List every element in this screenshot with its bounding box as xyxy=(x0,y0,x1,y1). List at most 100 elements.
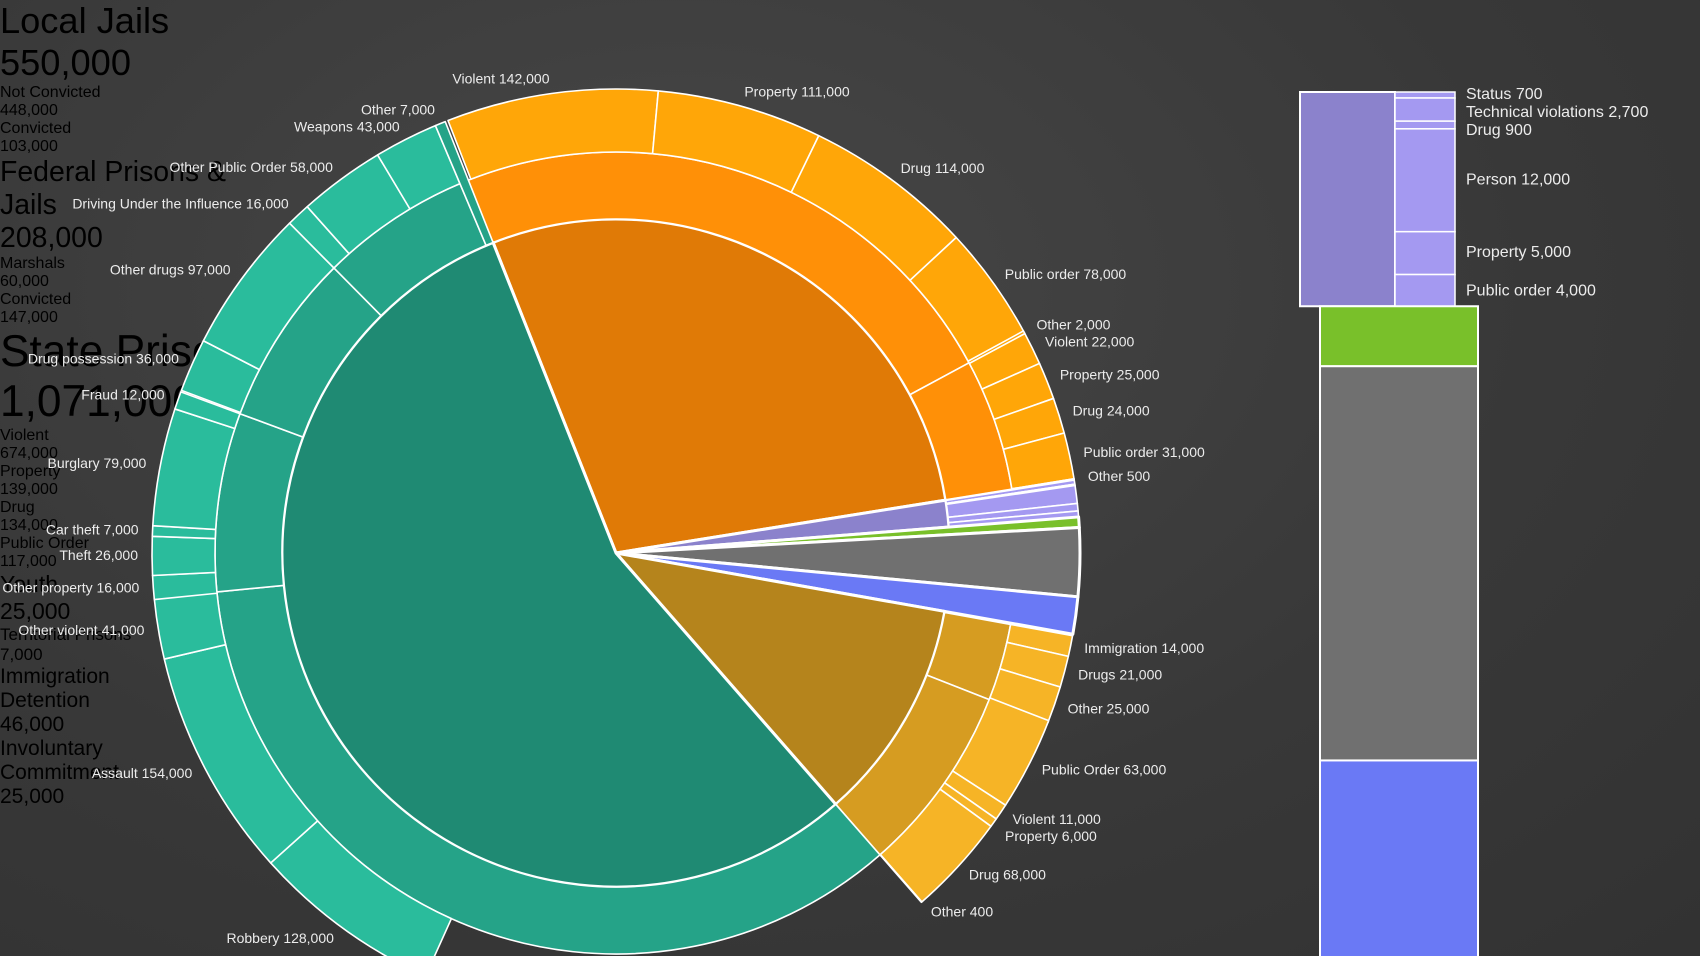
label-value: 103,000 xyxy=(0,138,58,155)
label-value: 16,000 xyxy=(96,579,139,595)
label-value: 21,000 xyxy=(1119,666,1162,682)
label-name: Property xyxy=(1466,244,1526,261)
outer-label: Theft 26,000 xyxy=(59,547,138,563)
label-name: Drug xyxy=(0,499,35,516)
slice-label: Territorial Prisons 7,000 xyxy=(0,625,131,665)
side-label: Drug 900 xyxy=(1466,122,1532,139)
outer-label: Public order 31,000 xyxy=(1083,444,1205,460)
label-value: 78,000 xyxy=(1083,266,1126,282)
label-name: Youth xyxy=(0,571,58,597)
label-value: 58,000 xyxy=(290,159,333,175)
side-bar-segment xyxy=(1319,759,1479,956)
label-value: 1,071,000 xyxy=(0,377,197,426)
label-value: 31,000 xyxy=(1162,444,1205,460)
label-name: Other Public Order xyxy=(169,159,286,175)
label-value: 79,000 xyxy=(104,455,147,471)
side-bar-subsegment xyxy=(1394,91,1456,99)
side-bar-subsegment xyxy=(1394,230,1456,276)
slice-label: Property 139,000 xyxy=(0,463,60,499)
label-name: Territorial Prisons xyxy=(0,625,132,644)
label-value: 25,000 xyxy=(0,598,71,624)
outer-label: Robbery 128,000 xyxy=(227,930,335,946)
label-value: 134,000 xyxy=(0,517,58,534)
label-value: 7,000 xyxy=(400,101,435,117)
label-value: 4,000 xyxy=(1556,283,1596,300)
label-name: Public order xyxy=(1466,283,1552,300)
slice xyxy=(434,120,494,247)
outer-label: Other 2,000 xyxy=(1036,316,1110,332)
side-bar-subsegment xyxy=(1394,97,1456,122)
label-name: Violent xyxy=(1013,811,1056,827)
outer-label: Drug 68,000 xyxy=(969,866,1046,882)
label-value: 43,000 xyxy=(357,118,400,134)
label-name: Other xyxy=(361,101,396,117)
label-name: Drug xyxy=(901,160,931,176)
label-value: 7,000 xyxy=(0,645,43,664)
label-value: 12,000 xyxy=(122,386,165,402)
label-value: 12,000 xyxy=(1521,171,1570,188)
outer-label: Other 25,000 xyxy=(1068,700,1150,716)
outer-label: Violent 22,000 xyxy=(1045,333,1134,349)
label-value: 400 xyxy=(970,903,994,919)
label-name: Property xyxy=(1005,828,1058,844)
outer-label: Fraud 12,000 xyxy=(81,386,165,402)
slice-label: Youth 25,000 xyxy=(0,571,70,625)
label-name: Other property xyxy=(2,579,92,595)
label-name: Other xyxy=(1068,700,1103,716)
label-name: Driving Under the Influence xyxy=(72,195,242,211)
label-value: 63,000 xyxy=(1123,761,1166,777)
label-name: Status xyxy=(1466,86,1511,103)
side-label: Status 700 xyxy=(1466,86,1543,103)
label-value: 900 xyxy=(1505,122,1532,139)
label-value: 68,000 xyxy=(1003,866,1046,882)
outer-label: Property 111,000 xyxy=(744,83,850,99)
label-name: Immigration Detention xyxy=(0,665,110,712)
label-name: Immigration xyxy=(1084,640,1157,656)
label-name: Federal Prisons & Jails xyxy=(0,156,227,221)
label-value: 448,000 xyxy=(0,102,58,119)
side-label: Property 5,000 xyxy=(1466,244,1571,261)
slice-label: Convicted 147,000 xyxy=(0,291,71,327)
label-name: Not Convicted xyxy=(0,84,101,101)
outer-label: Burglary 79,000 xyxy=(47,455,146,471)
label-name: Other xyxy=(1088,468,1123,484)
outer-label: Immigration 14,000 xyxy=(1084,640,1204,656)
label-name: Violent xyxy=(1045,333,1088,349)
label-value: 128,000 xyxy=(283,930,334,946)
label-value: 700 xyxy=(1516,86,1543,103)
sunburst xyxy=(151,88,1082,956)
label-name: Violent xyxy=(0,427,49,444)
side-bar-subsegment xyxy=(1394,120,1456,130)
side-bar-subsegment xyxy=(1394,273,1456,310)
slice-label: Involuntary Commitment 25,000 xyxy=(0,737,150,809)
label-value: 674,000 xyxy=(0,445,58,462)
label-name: Weapons xyxy=(294,118,353,134)
label-value: 60,000 xyxy=(0,273,49,290)
outer-label: Weapons 43,000 xyxy=(294,118,400,134)
label-value: 2,000 xyxy=(1075,316,1110,332)
outer-label: Drugs 21,000 xyxy=(1078,666,1162,682)
label-value: 41,000 xyxy=(102,622,145,638)
label-value: 139,000 xyxy=(0,481,58,498)
label-name: Robbery xyxy=(227,930,280,946)
outer-label: Other drugs 97,000 xyxy=(110,261,231,277)
label-value: 26,000 xyxy=(95,547,138,563)
side-label: Public order 4,000 xyxy=(1466,283,1596,300)
label-name: Marshals xyxy=(0,255,65,272)
label-value: 114,000 xyxy=(935,160,985,176)
outer-label: Other Public Order 58,000 xyxy=(169,159,333,175)
label-value: 500 xyxy=(1127,468,1151,484)
outer-label: Drug possession 36,000 xyxy=(28,350,179,366)
label-value: 550,000 xyxy=(0,42,131,83)
label-value: 97,000 xyxy=(188,261,231,277)
slice-label: Marshals 60,000 xyxy=(0,255,65,291)
label-value: 24,000 xyxy=(1107,402,1150,418)
outer-label: Public order 78,000 xyxy=(1005,266,1127,282)
outer-label: Drug 24,000 xyxy=(1073,402,1150,418)
slice-label: Convicted 103,000 xyxy=(0,120,71,156)
slice-label: Public Order 117,000 xyxy=(0,535,89,571)
side-label: Person 12,000 xyxy=(1466,171,1570,188)
outer-label: Property 25,000 xyxy=(1060,366,1160,382)
label-value: 25,000 xyxy=(1117,366,1160,382)
label-name: Assault xyxy=(92,765,138,781)
